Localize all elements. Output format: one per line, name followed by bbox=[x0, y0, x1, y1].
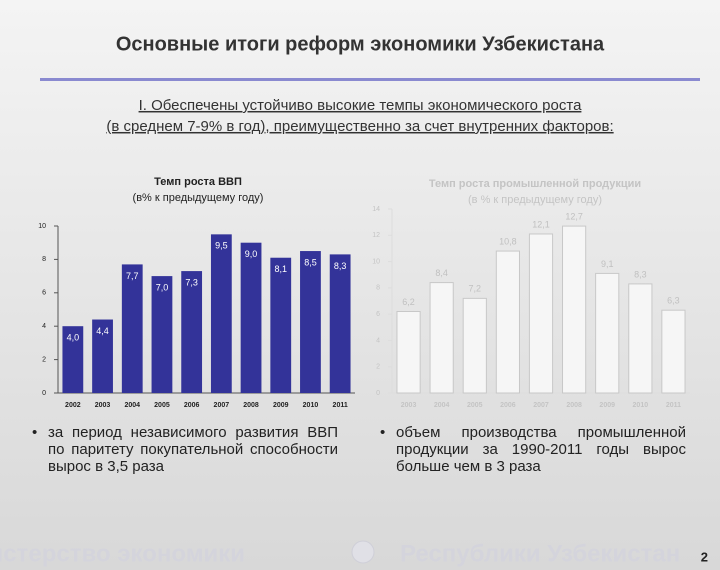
x-tick-label: 2007 bbox=[214, 402, 230, 409]
value-label: 6,3 bbox=[667, 296, 680, 306]
value-label: 8,4 bbox=[435, 268, 448, 278]
y-tick-label: 10 bbox=[38, 223, 46, 230]
bar bbox=[429, 282, 454, 394]
y-tick-label: 4 bbox=[376, 337, 380, 344]
bar bbox=[528, 233, 554, 394]
x-tick-label: 2011 bbox=[333, 402, 348, 409]
value-label: 8,1 bbox=[274, 264, 287, 274]
value-label: 8,3 bbox=[334, 261, 347, 271]
value-label: 8,5 bbox=[304, 257, 317, 267]
y-tick-label: 12 bbox=[372, 232, 380, 239]
x-tick-label: 2005 bbox=[467, 402, 483, 409]
bar bbox=[300, 251, 321, 393]
x-tick-label: 2008 bbox=[566, 402, 582, 409]
x-tick-label: 2003 bbox=[95, 402, 111, 409]
value-label: 12,1 bbox=[532, 219, 550, 229]
bar bbox=[270, 257, 292, 393]
value-label: 7,0 bbox=[156, 282, 169, 292]
y-tick-label: 2 bbox=[376, 364, 380, 371]
page-number: 2 bbox=[701, 549, 708, 564]
footer: Министерство экономики bbox=[0, 540, 245, 567]
bar bbox=[495, 250, 520, 394]
bullet: за период независимого развития ВВП по п… bbox=[32, 424, 338, 475]
subtitle: I. Обеспечены устойчиво высокие темпы эк… bbox=[139, 97, 583, 114]
slide-title: Основные итоги реформ экономики Узбекист… bbox=[116, 33, 605, 55]
y-tick-label: 0 bbox=[42, 390, 46, 397]
value-label: 9,0 bbox=[245, 249, 258, 259]
bar bbox=[628, 283, 653, 394]
y-tick-label: 8 bbox=[42, 256, 46, 263]
bar bbox=[396, 311, 421, 394]
x-tick-label: 2006 bbox=[500, 402, 516, 409]
bar bbox=[595, 272, 620, 394]
value-label: 9,1 bbox=[601, 259, 614, 269]
value-label: 7,7 bbox=[126, 271, 139, 281]
divider bbox=[40, 78, 700, 81]
bar bbox=[462, 297, 487, 394]
x-tick-label: 2002 bbox=[65, 402, 81, 409]
value-label: 7,3 bbox=[185, 277, 198, 287]
value-label: 7,2 bbox=[469, 284, 482, 294]
bullet: объем производства промышленной продукци… bbox=[380, 424, 686, 475]
x-tick-label: 2007 bbox=[533, 402, 549, 409]
x-tick-label: 2011 bbox=[666, 402, 681, 409]
bar bbox=[62, 326, 84, 393]
emblem bbox=[351, 540, 375, 564]
bar bbox=[210, 234, 232, 393]
bar bbox=[151, 276, 173, 393]
x-tick-label: 2010 bbox=[303, 402, 319, 409]
value-label: 9,5 bbox=[215, 241, 228, 251]
value-label: 8,3 bbox=[634, 269, 647, 279]
value-label: 6,2 bbox=[402, 297, 415, 307]
y-tick-label: 6 bbox=[376, 311, 380, 318]
chart-title: Темп роста промышленной продукции bbox=[429, 178, 641, 190]
bar bbox=[562, 225, 587, 394]
bar bbox=[661, 309, 686, 394]
y-tick-label: 10 bbox=[372, 258, 380, 265]
y-tick-label: 6 bbox=[42, 290, 46, 297]
value-label: 4,4 bbox=[96, 326, 109, 336]
x-tick-label: 2009 bbox=[599, 402, 615, 409]
subtitle: (в среднем 7-9% в год), преимущественно … bbox=[106, 118, 613, 135]
value-label: 4,0 bbox=[67, 333, 80, 343]
value-label: 10,8 bbox=[499, 236, 517, 246]
bar bbox=[121, 264, 143, 393]
y-tick-label: 2 bbox=[42, 356, 46, 363]
x-tick-label: 2010 bbox=[633, 402, 649, 409]
bar bbox=[181, 271, 203, 393]
x-tick-label: 2008 bbox=[243, 402, 259, 409]
y-tick-label: 14 bbox=[372, 206, 380, 213]
value-label: 12,7 bbox=[565, 211, 583, 221]
x-tick-label: 2003 bbox=[401, 402, 417, 409]
x-tick-label: 2006 bbox=[184, 402, 200, 409]
y-tick-label: 0 bbox=[376, 390, 380, 397]
chart-title: (в% к предыдущему году) bbox=[133, 192, 264, 204]
footer: Республики Узбекистан bbox=[400, 540, 680, 567]
x-tick-label: 2004 bbox=[434, 402, 450, 409]
y-tick-label: 4 bbox=[42, 323, 46, 330]
x-tick-label: 2009 bbox=[273, 402, 289, 409]
y-tick-label: 8 bbox=[376, 285, 380, 292]
x-tick-label: 2005 bbox=[154, 402, 170, 409]
chart-title: (в % к предыдущему году) bbox=[468, 194, 602, 206]
x-tick-label: 2004 bbox=[124, 402, 140, 409]
chart-title: Темп роста ВВП bbox=[154, 176, 242, 188]
bar bbox=[92, 319, 113, 393]
bar bbox=[240, 242, 262, 393]
bar bbox=[329, 254, 351, 393]
